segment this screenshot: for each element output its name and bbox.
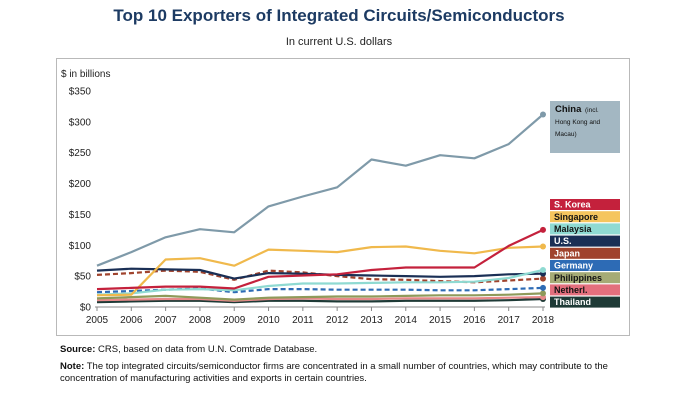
series-end-point <box>540 226 546 233</box>
legend-note-china: Hong Kong and <box>555 119 601 126</box>
series-line-u-s <box>96 267 544 280</box>
legend-box-s-korea <box>550 199 620 210</box>
series-line-philippines <box>96 292 544 301</box>
source-text: CRS, based on data from U.N. Comtrade Da… <box>98 344 318 355</box>
legend-box-singapore <box>550 211 620 223</box>
legend-label-u-s: U.S. <box>554 236 572 246</box>
chart-frame: $ in billions $0 $50 $100 $150 $200 $250 $300 $3… <box>56 58 630 336</box>
source-label: Source: <box>60 344 96 355</box>
legend-label-thailand: Thailand <box>554 297 591 307</box>
series-end-point <box>540 111 546 118</box>
x-tick-label: 2014 <box>395 315 418 326</box>
series-line-malaysia <box>96 268 544 296</box>
x-tick-label: 2018 <box>532 315 555 326</box>
legend-box-germany <box>550 260 620 271</box>
legend-note-china: (incl. <box>585 107 599 114</box>
x-tick-label: 2009 <box>223 315 246 326</box>
x-tick-label: 2016 <box>463 315 486 326</box>
legend-label-germany: Germany <box>554 261 593 271</box>
series-end-point <box>540 284 546 291</box>
x-tick-label: 2006 <box>120 315 143 326</box>
x-tick-label: 2017 <box>498 315 521 326</box>
source-note: Source: CRS, based on data from U.N. Com… <box>60 344 650 356</box>
chart-subtitle: In current U.S. dollars <box>285 36 393 48</box>
y-tick-label: $200 <box>69 179 92 190</box>
chart-title: Top 10 Exporters of Integrated Circuits/… <box>113 6 565 25</box>
series-line-singapore <box>96 245 544 297</box>
legend-box-thailand <box>550 296 620 308</box>
series-end-point <box>540 266 546 273</box>
legend-label-netherl: Netherl. <box>554 285 588 295</box>
legend-box-netherl <box>550 284 620 296</box>
x-tick-label: 2013 <box>360 315 383 326</box>
legend-box-philippines <box>550 272 620 284</box>
y-tick-label: $150 <box>69 210 92 221</box>
y-tick-label: $100 <box>69 241 92 252</box>
legend-label-japan: Japan <box>554 248 580 258</box>
y-tick-label: $350 <box>69 87 92 98</box>
series-line-netherl <box>96 296 544 302</box>
line-chart: $ in billions $0 $50 $100 $150 $200 $250 $300 $3… <box>61 69 620 326</box>
note-text: The top integrated circuits/semiconducto… <box>60 361 608 384</box>
legend-box-malaysia <box>550 223 620 235</box>
legend-label-malaysia: Malaysia <box>554 224 593 234</box>
y-tick-label: $250 <box>69 148 92 159</box>
y-tick-label: $0 <box>80 303 92 314</box>
legend-label-china: China <box>555 104 582 115</box>
series-line-s-korea <box>96 228 544 291</box>
series-end-point <box>540 275 546 282</box>
x-tick-label: 2011 <box>292 315 314 326</box>
legend-label-philippines: Philippines <box>554 273 602 283</box>
legend-box-japan <box>550 247 620 259</box>
legend-label-s-korea: S. Korea <box>554 200 592 210</box>
x-tick-label: 2008 <box>189 315 212 326</box>
x-tick-label: 2012 <box>326 315 349 326</box>
y-tick-label: $50 <box>74 272 91 283</box>
series-line-china <box>96 113 544 267</box>
series-end-point <box>540 290 546 297</box>
x-tick-label: 2007 <box>154 315 177 326</box>
x-tick-label: 2015 <box>429 315 452 326</box>
chart-note: Note: The top integrated circuits/semico… <box>60 361 650 385</box>
note-label: Note: <box>60 361 85 372</box>
series-end-point <box>540 243 546 250</box>
legend-box-china <box>550 101 620 153</box>
x-tick-label: 2005 <box>86 315 109 326</box>
x-tick-label: 2010 <box>257 315 280 326</box>
y-tick-label: $300 <box>69 117 92 128</box>
y-axis-title: $ in billions <box>61 69 110 80</box>
legend-note-china: Macau) <box>555 131 577 138</box>
legend-label-singapore: Singapore <box>554 212 598 222</box>
legend-box-u-s <box>550 235 620 247</box>
series-line-thailand <box>96 297 544 304</box>
